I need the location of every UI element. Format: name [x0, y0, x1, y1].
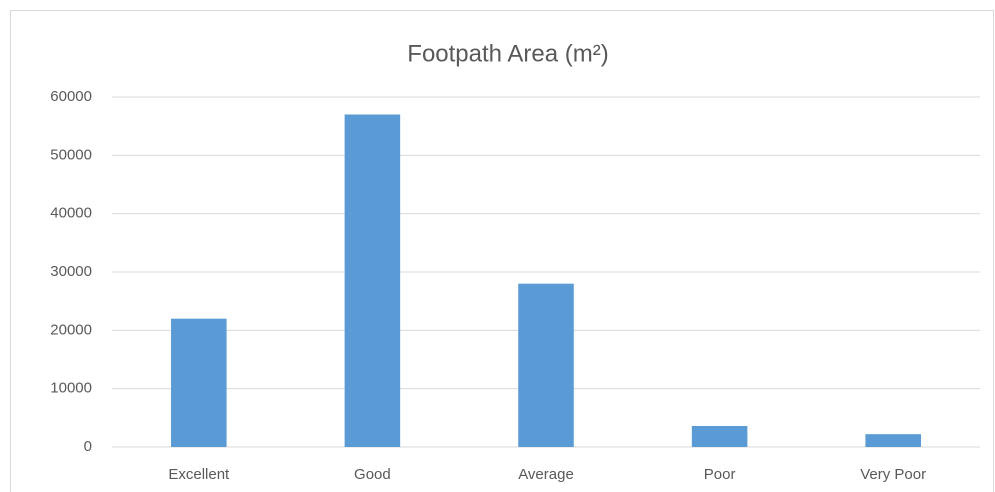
bar	[865, 434, 921, 447]
x-tick-label: Good	[354, 466, 391, 483]
chart-title: Footpath Area (m²)	[407, 40, 608, 67]
y-tick-label: 40000	[50, 205, 92, 222]
x-tick-label: Poor	[704, 466, 736, 483]
bar	[691, 426, 748, 447]
x-tick-label: Very Poor	[860, 466, 926, 483]
bar	[171, 318, 227, 447]
y-tick-label: 0	[84, 438, 92, 455]
bar	[518, 283, 574, 447]
x-tick-label: Average	[518, 466, 574, 483]
y-tick-label: 10000	[50, 380, 92, 397]
bar	[344, 114, 401, 447]
chart-frame	[10, 10, 994, 492]
x-tick-label: Excellent	[168, 466, 230, 483]
y-tick-label: 20000	[50, 321, 92, 338]
y-tick-label: 30000	[50, 263, 92, 280]
y-tick-label: 50000	[50, 146, 92, 163]
y-tick-label: 60000	[50, 88, 92, 105]
